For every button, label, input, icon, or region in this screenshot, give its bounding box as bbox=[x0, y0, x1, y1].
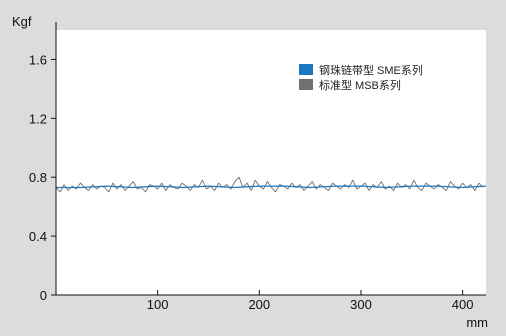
legend-label: 钢珠链带型 SME系列 bbox=[319, 63, 423, 77]
y-tick-label: 0 bbox=[40, 288, 47, 303]
x-tick-label: 100 bbox=[147, 297, 169, 312]
series-line-msb bbox=[55, 176, 484, 193]
x-tick-label: 300 bbox=[350, 297, 372, 312]
y-axis-title: Kgf bbox=[12, 14, 32, 29]
legend-label: 标准型 MSB系列 bbox=[319, 78, 401, 92]
x-tick-label: 200 bbox=[248, 297, 270, 312]
x-axis-title: mm bbox=[466, 315, 488, 330]
series-line-sme bbox=[56, 185, 487, 189]
x-tick-label: 400 bbox=[452, 297, 474, 312]
legend-swatch bbox=[299, 79, 313, 90]
y-tick-label: 1.6 bbox=[29, 52, 47, 67]
legend-swatch bbox=[299, 64, 313, 75]
y-tick-label: 1.2 bbox=[29, 111, 47, 126]
plot-area bbox=[56, 30, 486, 295]
y-tick-label: 0.8 bbox=[29, 170, 47, 185]
y-tick-label: 0.4 bbox=[29, 229, 47, 244]
